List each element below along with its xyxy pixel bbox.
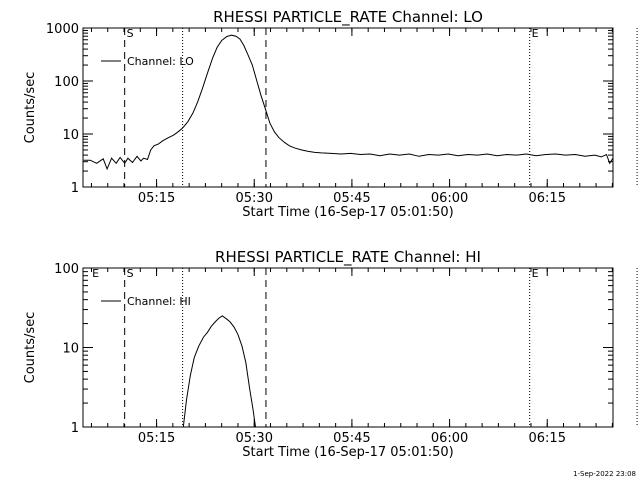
y-tick-label: 1000 — [46, 22, 79, 37]
y-tick-label: 1 — [71, 421, 79, 436]
event-marker-label: E — [532, 267, 539, 280]
event-marker-label: E — [532, 27, 539, 40]
chart-title: RHESSI PARTICLE_RATE Channel: HI — [215, 248, 481, 267]
x-tick-label: 05:45 — [333, 191, 370, 206]
event-marker-label: E — [92, 267, 99, 280]
legend-label: Channel: LO — [127, 55, 194, 68]
y-tick-label: 1 — [71, 181, 79, 196]
legend-label: Channel: HI — [127, 295, 191, 308]
x-tick-label: 05:45 — [333, 431, 370, 446]
y-tick-label: 10 — [62, 128, 79, 143]
x-axis-label: Start Time (16-Sep-17 05:01:50) — [242, 445, 453, 460]
event-marker-label: S — [127, 267, 134, 280]
y-axis-label: Counts/sec — [23, 72, 38, 144]
plot-frame — [82, 267, 614, 428]
plot-frame — [82, 27, 614, 188]
x-tick-label: 06:15 — [529, 191, 566, 206]
x-tick-label: 06:00 — [431, 191, 468, 206]
y-axis-label: Counts/sec — [23, 312, 38, 384]
x-axis-label: Start Time (16-Sep-17 05:01:50) — [242, 205, 453, 220]
series-line — [182, 315, 256, 427]
y-tick-label: 100 — [54, 262, 79, 277]
x-tick-label: 05:15 — [138, 431, 175, 446]
footer-timestamp: 1-Sep-2022 23:08 — [573, 470, 636, 478]
chart-panel-1: RHESSI PARTICLE_RATE Channel: LO Start Ti… — [23, 8, 638, 220]
event-marker-label: S — [127, 27, 134, 40]
y-tick-label: 10 — [62, 342, 79, 357]
x-tick-label: 05:30 — [236, 191, 273, 206]
x-tick-label: 05:30 — [236, 431, 273, 446]
chart-title: RHESSI PARTICLE_RATE Channel: LO — [213, 8, 483, 27]
x-tick-label: 05:15 — [138, 191, 175, 206]
x-tick-label: 06:00 — [431, 431, 468, 446]
series-line — [83, 34, 613, 171]
y-tick-label: 100 — [54, 75, 79, 90]
x-tick-label: 06:15 — [529, 431, 566, 446]
chart-panel-2: RHESSI PARTICLE_RATE Channel: HI Start Ti… — [23, 248, 638, 460]
